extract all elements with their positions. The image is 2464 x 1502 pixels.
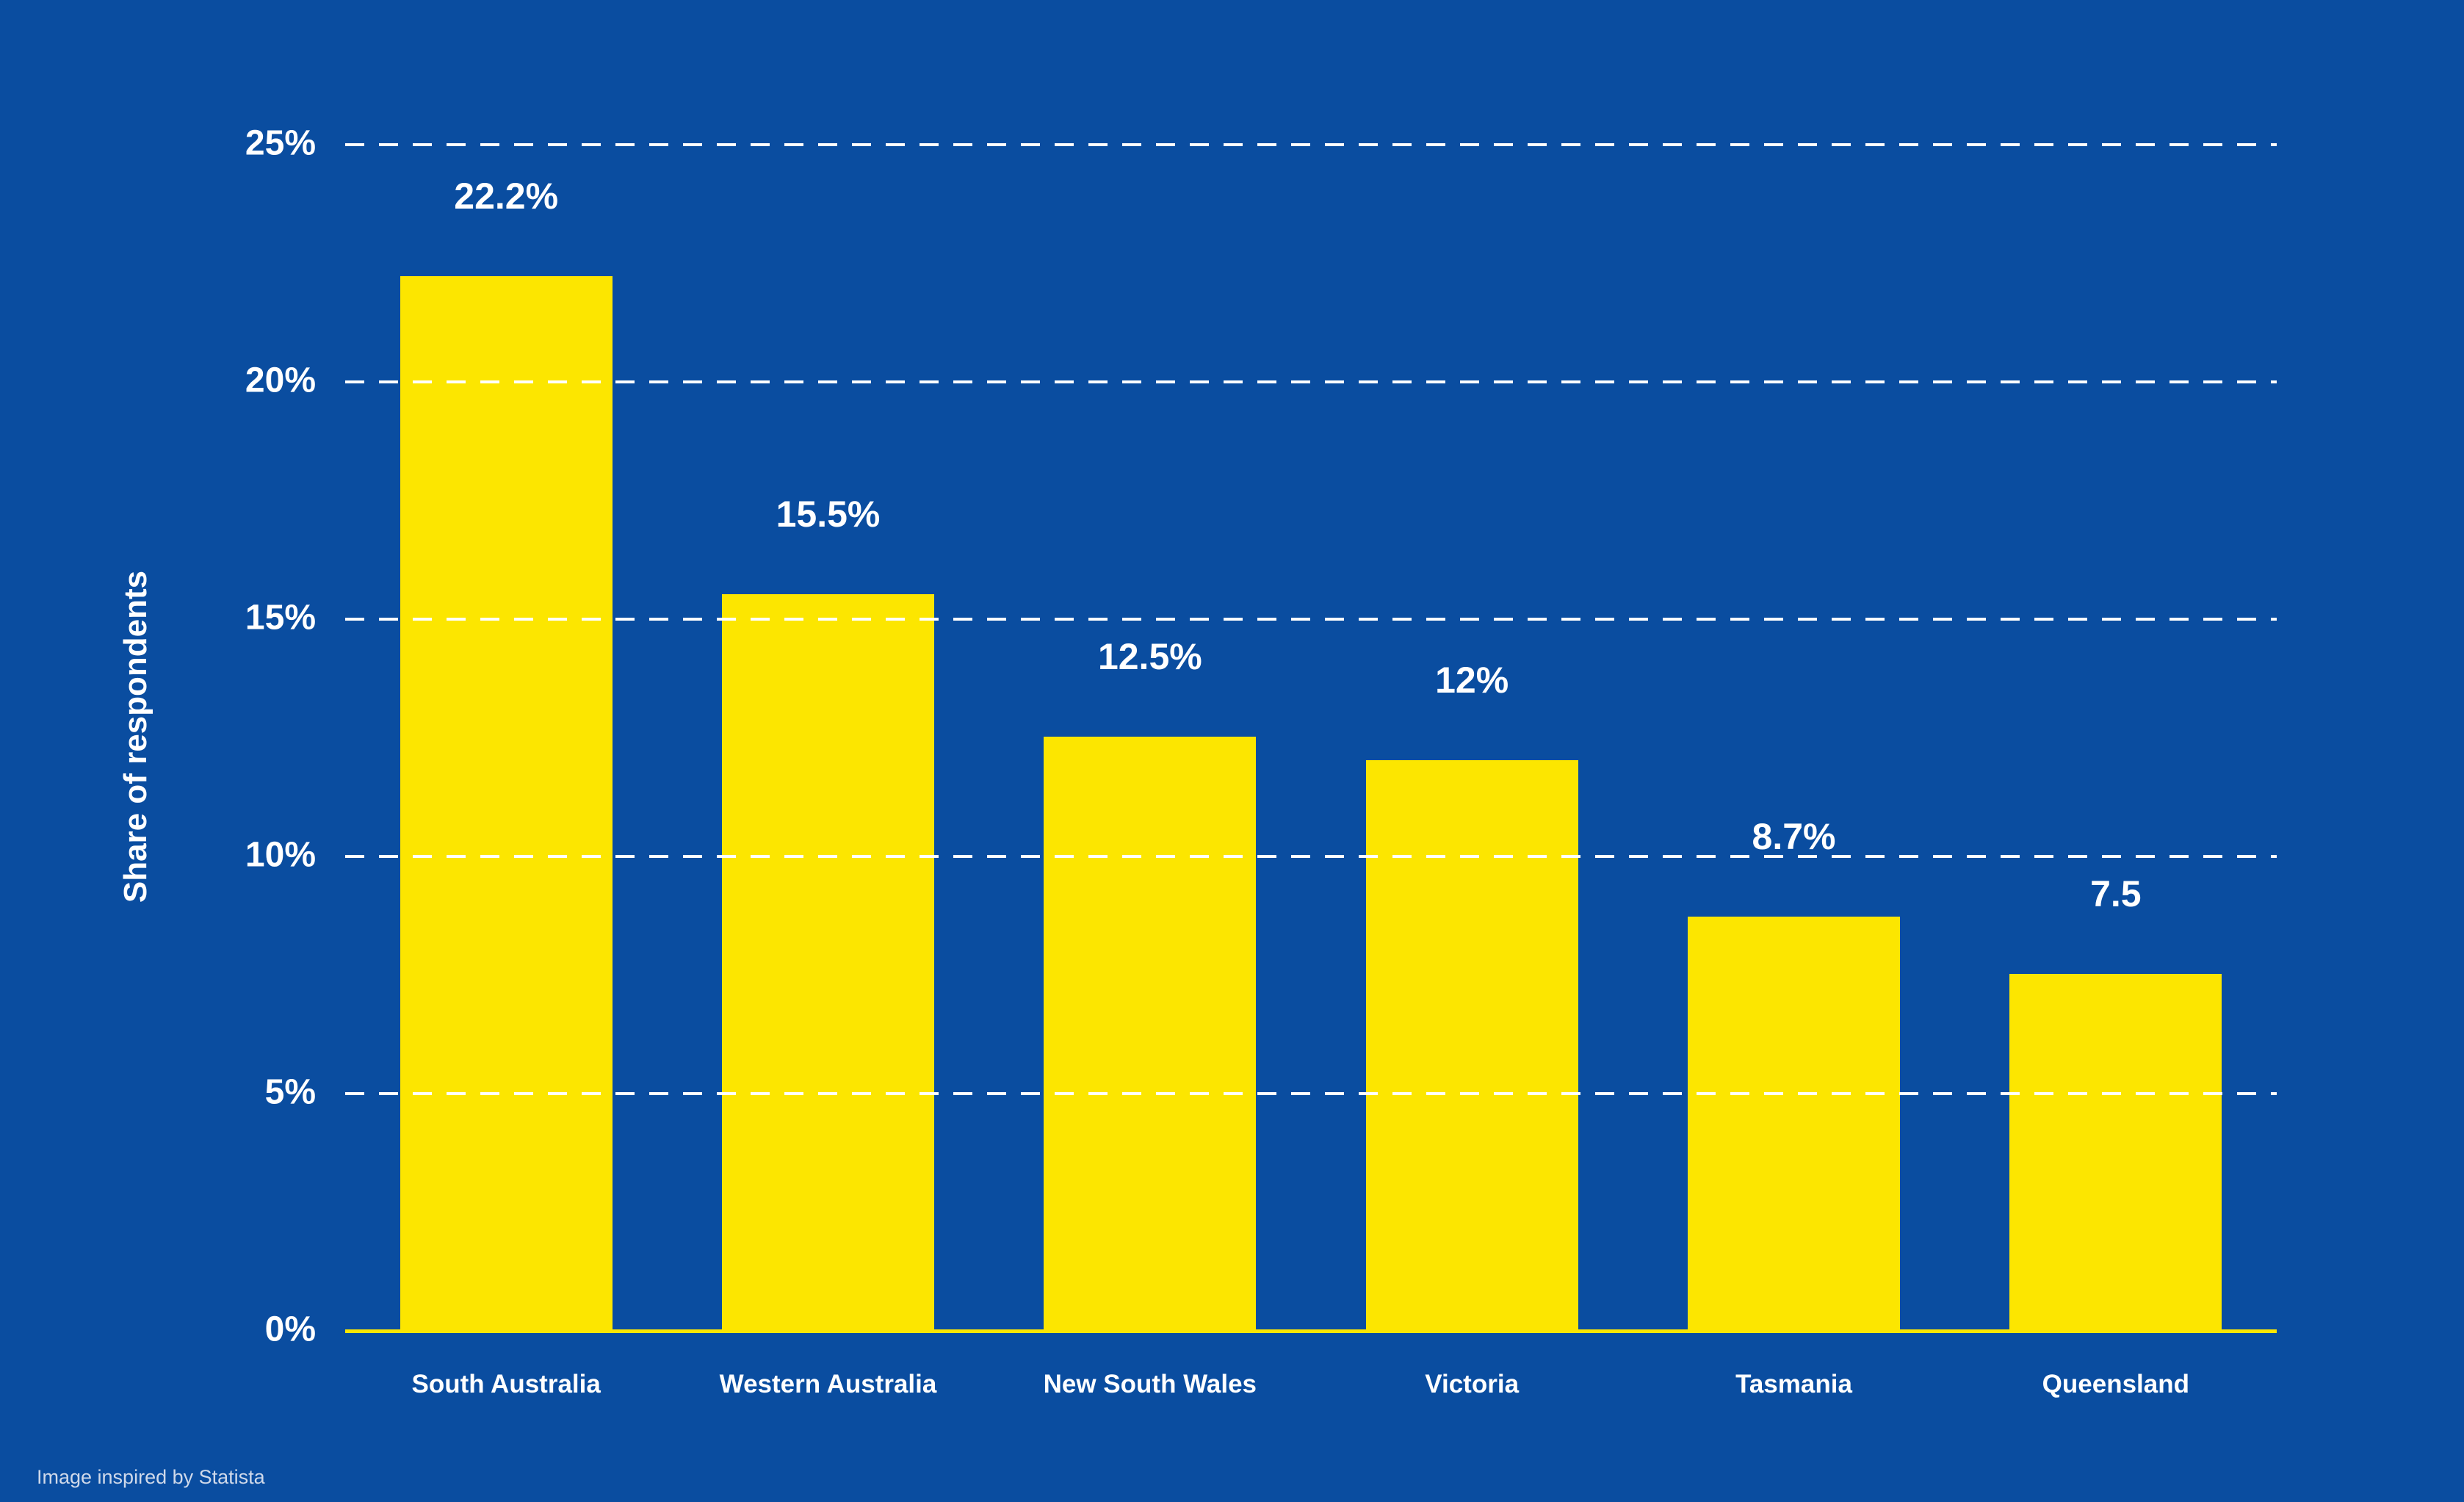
- gridline: [345, 380, 2277, 383]
- x-tick-label: Western Australia: [720, 1370, 937, 1399]
- chart-container: 22.2% 15.5% 12.5% 12% 8.7% 7.5 0% 5% 10% 15% 20% 2…: [0, 0, 2464, 1502]
- bar: [1366, 760, 1578, 1329]
- x-tick-label: Tasmania: [1735, 1370, 1852, 1399]
- gridline: [345, 855, 2277, 858]
- x-tick-label: Queensland: [2042, 1370, 2189, 1399]
- x-tick-label: New South Wales: [1044, 1370, 1257, 1399]
- gridline: [345, 143, 2277, 146]
- y-tick-label: 20%: [169, 361, 316, 401]
- y-tick-label: 5%: [169, 1072, 316, 1113]
- gridline: [345, 618, 2277, 621]
- bar-value-label: 22.2%: [454, 175, 558, 217]
- bar-value-label: 12%: [1435, 659, 1509, 701]
- bar-value-label: 7.5: [2090, 873, 2142, 915]
- bar: [400, 276, 613, 1329]
- y-tick-label: 25%: [169, 123, 316, 164]
- bars-layer: 22.2% 15.5% 12.5% 12% 8.7% 7.5: [345, 143, 2277, 1329]
- y-tick-label: 10%: [169, 835, 316, 875]
- x-tick-label: Victoria: [1425, 1370, 1519, 1399]
- bar: [1044, 737, 1256, 1330]
- y-tick-label: 15%: [169, 598, 316, 638]
- bar-value-label: 8.7%: [1752, 815, 1836, 858]
- bar: [2009, 974, 2222, 1330]
- bar-value-label: 15.5%: [776, 493, 881, 535]
- bar-value-label: 12.5%: [1098, 635, 1202, 678]
- bar: [722, 594, 934, 1329]
- gridline: [345, 1092, 2277, 1095]
- y-tick-label: 0%: [169, 1310, 316, 1350]
- footer-attribution: Image inspired by Statista: [37, 1466, 265, 1489]
- bar: [1688, 917, 1900, 1329]
- plot-area: 22.2%15.5%12.5%12%8.7%7.5 0%5%10%15%20%2…: [345, 143, 2277, 1329]
- x-tick-label: South Australia: [411, 1370, 600, 1399]
- x-axis-baseline: [345, 1329, 2277, 1333]
- y-axis-label: Share of respondents: [118, 570, 154, 902]
